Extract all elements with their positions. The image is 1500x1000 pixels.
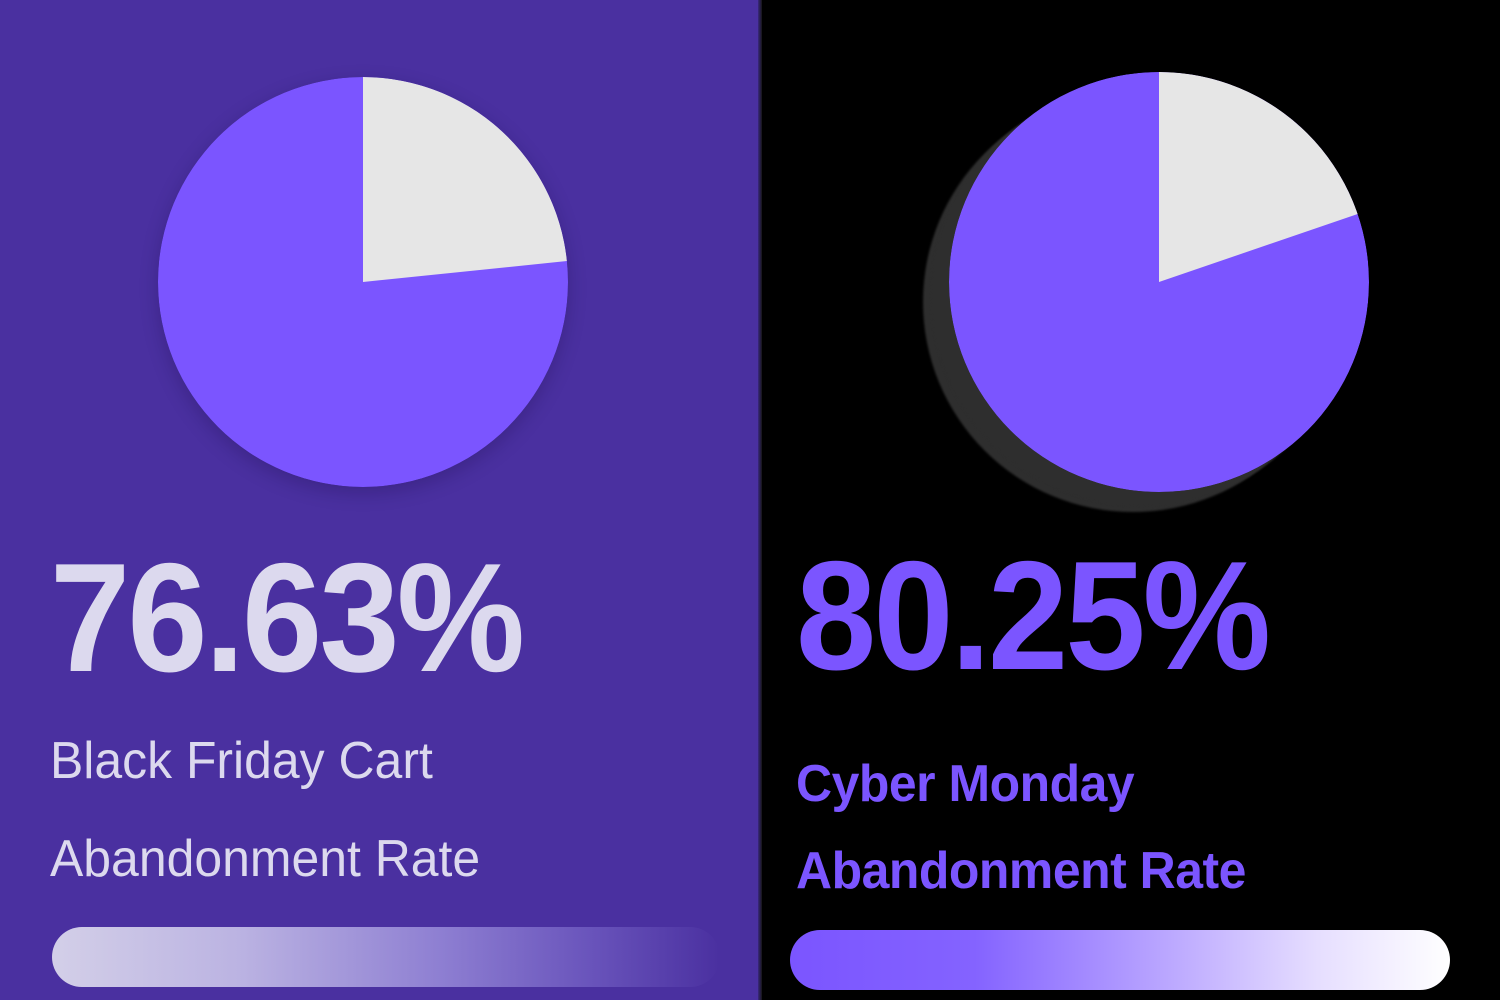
progress-bar-black-friday [52,927,720,987]
caption-line1-cyber-monday: Cyber Monday [796,755,1135,813]
pie-slice-completed-cyber-monday [1159,72,1358,282]
panel-cyber-monday: 80.25% Cyber Monday Abandonment Rate [760,0,1500,1000]
stat-value-cyber-monday: 80.25% [796,529,1271,702]
pie-disc-cyber-monday [949,72,1369,492]
panel-divider [758,0,762,1000]
caption-line2-cyber-monday: Abandonment Rate [796,842,1246,900]
stat-value-black-friday: 76.63% [50,531,525,704]
pie-svg-cyber-monday [949,72,1369,492]
pie-disc-black-friday [158,77,568,487]
caption-line2-black-friday: Abandonment Rate [50,830,481,888]
pie-chart-cyber-monday [923,60,1383,530]
progress-bar-cyber-monday [790,930,1450,990]
panel-black-friday: 76.63% Black Friday Cart Abandonment Rat… [0,0,760,1000]
pie-slice-completed-black-friday [363,77,567,282]
pie-chart-black-friday [158,77,568,487]
caption-line1-black-friday: Black Friday Cart [50,732,433,790]
pie-svg-black-friday [158,77,568,487]
